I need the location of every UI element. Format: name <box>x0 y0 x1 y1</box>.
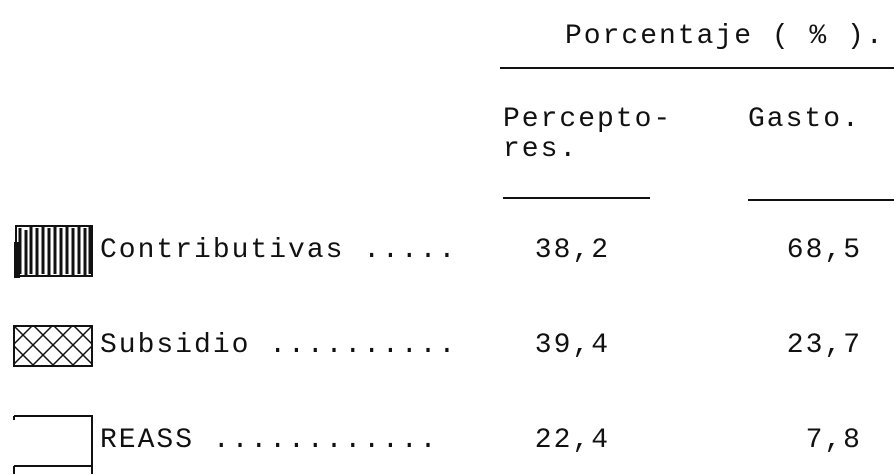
cell: 22,4 <box>534 425 610 456</box>
cell: 23,7 <box>786 330 862 361</box>
cell: 38,2 <box>534 235 610 266</box>
pattern-bars <box>14 225 93 278</box>
header-title: Porcentaje ( % ). <box>565 21 885 52</box>
pattern-empty <box>13 415 93 474</box>
column-header: Percepto- res. <box>503 104 673 165</box>
column-header: Gasto. <box>748 104 861 135</box>
rule <box>503 197 650 199</box>
cell: 39,4 <box>534 330 610 361</box>
rule <box>748 199 894 201</box>
row-label: REASS ............ <box>100 425 439 456</box>
cell: 7,8 <box>805 425 862 456</box>
cell: 68,5 <box>786 235 862 266</box>
row-label: Subsidio .......... <box>100 330 458 361</box>
pattern-crosshatch <box>13 325 93 367</box>
row-label: Contributivas ..... <box>100 235 458 266</box>
rule <box>500 67 894 69</box>
